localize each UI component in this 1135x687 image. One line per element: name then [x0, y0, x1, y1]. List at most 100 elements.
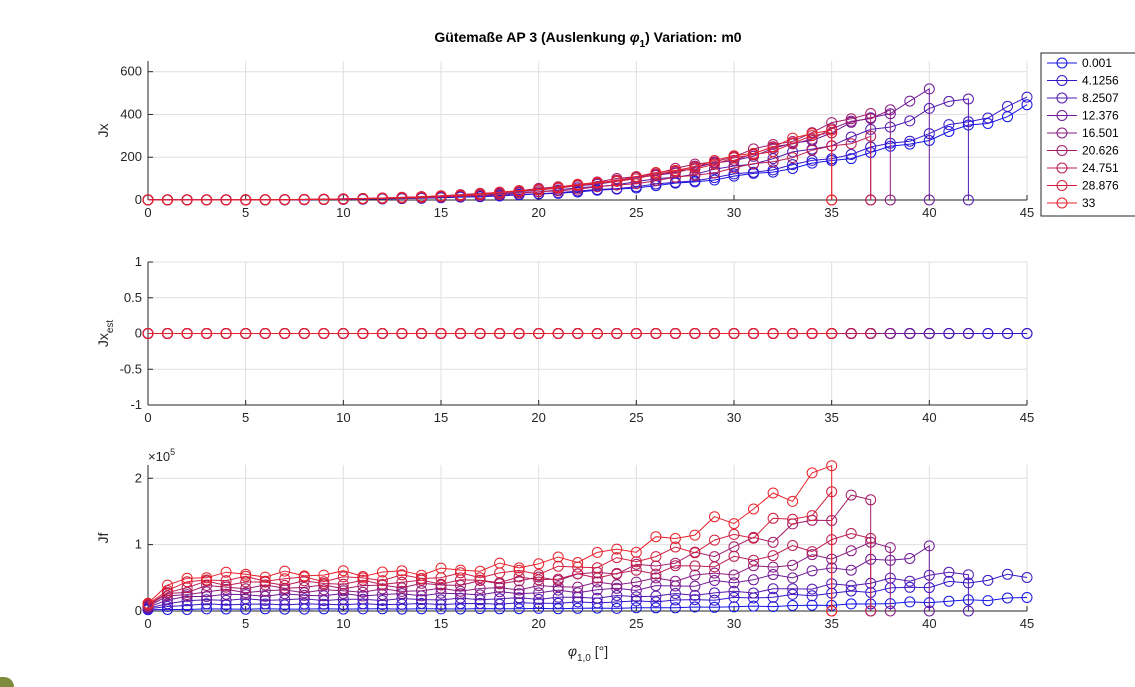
series-8-point: [279, 328, 291, 339]
series-4-point: [709, 567, 720, 579]
legend-label-1: 4.1256: [1082, 74, 1119, 88]
series-7-point: [591, 562, 603, 574]
series-6-point: [396, 576, 408, 588]
series-2-point: [201, 594, 213, 606]
series-1-point: [767, 164, 779, 176]
series-1-point: [611, 596, 623, 608]
series-2-point: [962, 93, 974, 105]
series-2-point: [611, 590, 623, 601]
series-2-point: [357, 593, 369, 605]
series-8-point: [806, 467, 818, 479]
series-3-point: [904, 328, 916, 339]
legend-label-6: 24.751: [1082, 161, 1119, 175]
series-6-point: [865, 532, 877, 544]
series-8-point: [533, 328, 545, 339]
series-8-point: [591, 328, 603, 339]
series-8-point: [435, 562, 447, 574]
series-2-point: [494, 593, 506, 605]
series-8-point: [591, 177, 603, 188]
series-2-point: [904, 115, 916, 127]
series-3-point: [709, 575, 720, 586]
series-6-point: [630, 564, 642, 576]
series-3-point: [923, 83, 935, 95]
series-0-point: [1021, 592, 1033, 603]
series-8-point: [337, 565, 349, 577]
x-axis-symbol: φ: [568, 643, 577, 659]
series-0-point: [689, 601, 701, 613]
series-line-8: [147, 464, 833, 611]
series-8-point: [669, 164, 681, 176]
legend-label-2: 8.2507: [1082, 91, 1119, 105]
series-3-point: [591, 584, 603, 596]
series-7-point: [611, 552, 623, 564]
series-7-point: [279, 573, 291, 585]
series-6-point: [748, 554, 759, 566]
y-axis-label: Jxest: [95, 320, 116, 348]
x-tick-label-8: 40: [922, 616, 936, 631]
series-8-point: [767, 141, 779, 153]
series-7-point: [318, 576, 330, 588]
series-8-point: [689, 161, 701, 173]
series-0-point: [669, 602, 681, 614]
legend-label-7: 28.876: [1082, 179, 1119, 193]
series-6-point: [572, 568, 584, 580]
series-2-point: [962, 569, 974, 581]
series-8-point: [396, 565, 408, 577]
series-8-point: [767, 487, 779, 499]
x-tick-label-9: 45: [1020, 410, 1034, 425]
series-6-point: [865, 194, 877, 206]
series-8-point: [298, 328, 310, 339]
series-4-point: [220, 583, 232, 595]
series-7-point: [767, 146, 779, 157]
series-8-point: [220, 194, 232, 206]
series-6: [142, 130, 877, 206]
series-6-point: [845, 138, 857, 150]
series-6-point: [669, 560, 681, 572]
series-8-point: [142, 597, 154, 609]
series-3-point: [806, 565, 818, 577]
series-8-point: [728, 518, 740, 530]
series-8-point: [630, 171, 642, 183]
series-2-point: [416, 594, 427, 606]
series-8-point: [435, 328, 447, 339]
series-2-point: [904, 575, 916, 587]
y-tick-label-4: 1: [135, 254, 142, 269]
series-3-point: [923, 540, 935, 552]
series-2-point: [435, 594, 447, 606]
series-1-point: [904, 581, 916, 593]
series-8-point: [513, 562, 525, 574]
legend-label-4: 16.501: [1082, 126, 1119, 140]
series-8-point: [709, 511, 720, 523]
series-2-point: [533, 593, 545, 605]
series-5-point: [240, 583, 252, 595]
series-8-point: [181, 572, 193, 584]
series-5-point: [845, 489, 857, 501]
series-8-point: [337, 193, 349, 205]
series-line-7: [147, 490, 833, 611]
series-8-point: [201, 572, 213, 584]
series-6-point: [650, 175, 662, 187]
series-8: [142, 328, 838, 339]
series-0-point: [845, 153, 857, 165]
y-exponent-label: ×105: [148, 447, 175, 464]
y-tick-label-0: 0: [135, 192, 142, 207]
series-0-point: [982, 595, 994, 607]
series-8-point: [709, 328, 720, 339]
series-0-point: [650, 602, 662, 614]
x-tick-label-2: 10: [336, 205, 350, 220]
series-8-point: [494, 328, 506, 339]
x-tick-label-4: 20: [531, 616, 545, 631]
series-8: [142, 460, 838, 617]
series-8-point: [474, 565, 486, 577]
series-2-point: [748, 587, 759, 599]
series-1-point: [650, 596, 662, 608]
series-5-point: [669, 557, 681, 569]
series-3-point: [455, 588, 466, 600]
series-8-point: [748, 503, 759, 515]
series-1-point: [396, 598, 408, 610]
series-8-point: [318, 569, 330, 581]
series-2-point: [181, 595, 193, 607]
series-8-point: [552, 181, 564, 193]
series-2-point: [591, 592, 603, 604]
